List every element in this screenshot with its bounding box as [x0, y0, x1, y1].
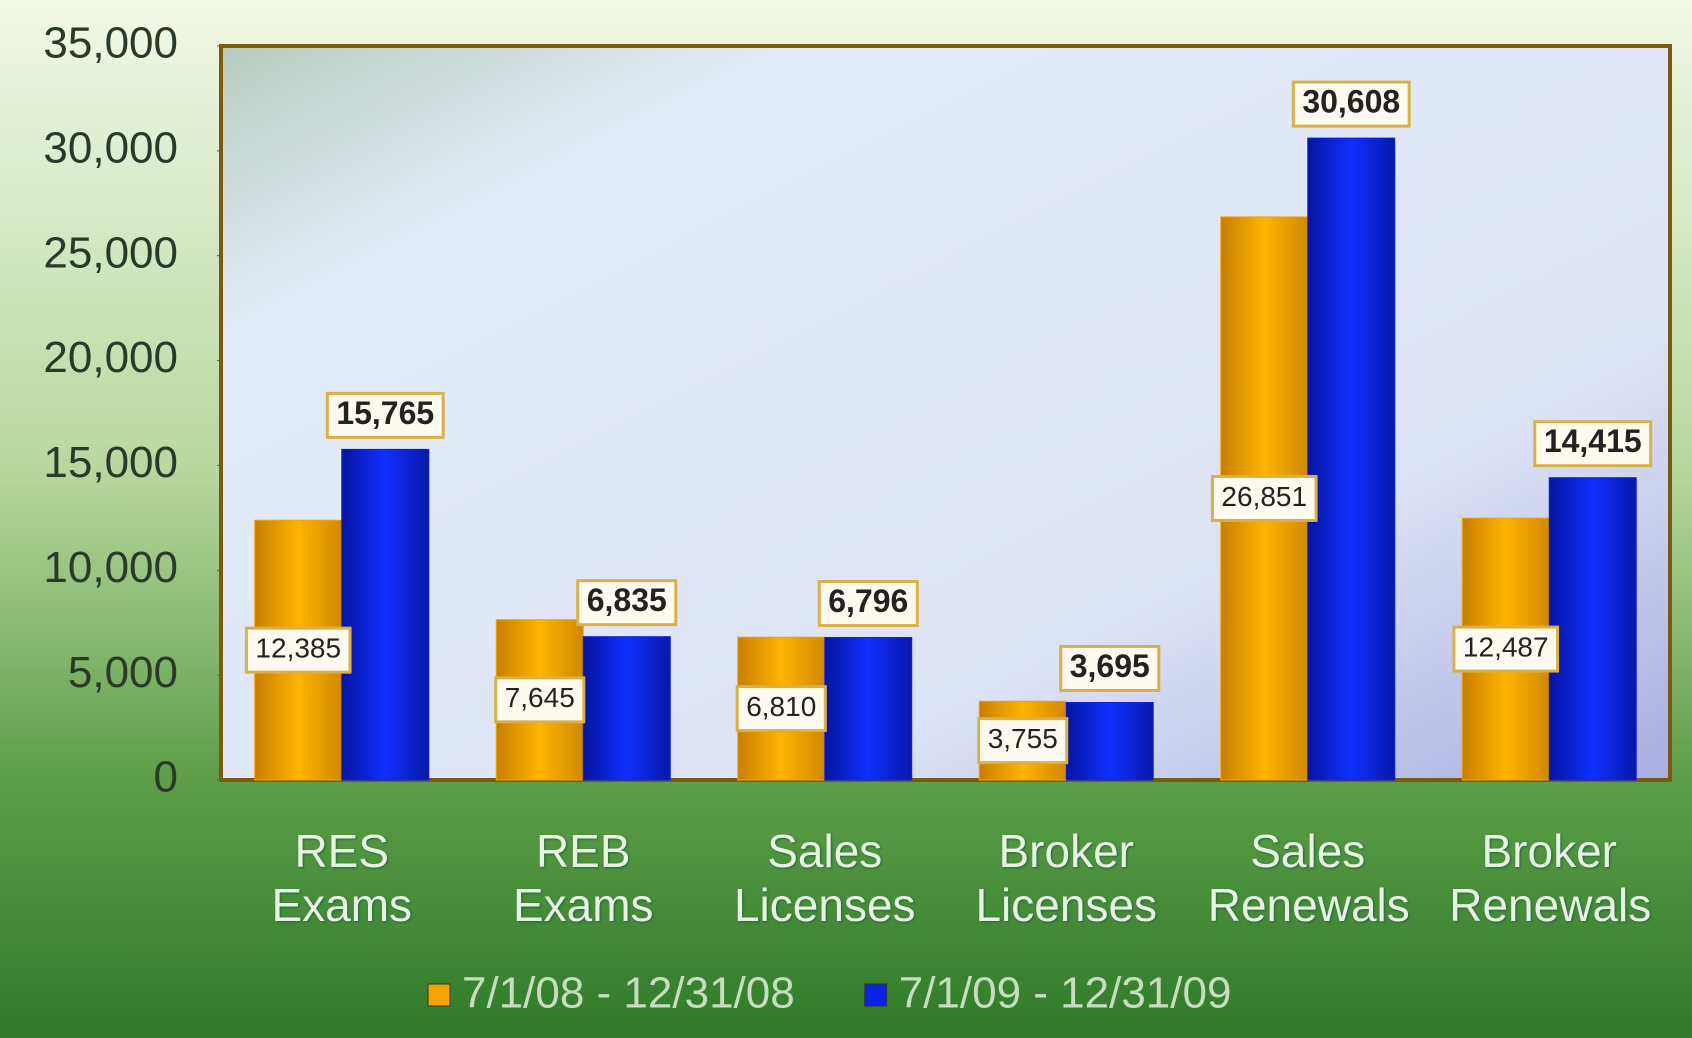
y-tick-label: 20,000 — [43, 333, 178, 382]
bar — [582, 636, 671, 781]
data-label: 3,695 — [1070, 648, 1150, 684]
data-label-box — [1059, 645, 1161, 693]
y-tick-label: 15,000 — [43, 438, 178, 487]
data-label-box — [1533, 420, 1653, 468]
y-tick-label: 35,000 — [43, 19, 178, 68]
legend-label: 7/1/08 - 12/31/08 — [462, 969, 795, 1018]
data-label-box — [325, 391, 445, 439]
data-label: 12,385 — [255, 633, 341, 664]
y-tick-label: 25,000 — [43, 228, 178, 277]
data-label-box — [977, 717, 1069, 765]
x-tick-label: Broker Renewals — [1449, 825, 1652, 931]
data-label: 6,796 — [828, 583, 908, 619]
data-label: 6,810 — [746, 691, 816, 722]
data-label: 7,645 — [505, 682, 575, 713]
data-label: 12,487 — [1463, 631, 1549, 662]
y-tick-label: 5,000 — [68, 648, 178, 697]
x-tick-label: RES Exams — [271, 825, 413, 931]
x-tick-label: Sales Licenses — [733, 825, 916, 931]
legend-swatch — [864, 983, 888, 1007]
data-label-box — [494, 676, 586, 724]
y-tick-label: 0 — [154, 753, 178, 802]
data-label: 3,755 — [988, 723, 1058, 754]
data-label-box — [1452, 625, 1560, 673]
data-label-box — [1210, 474, 1318, 522]
data-label: 15,765 — [336, 395, 434, 431]
y-tick-label: 30,000 — [43, 123, 178, 172]
data-label: 30,608 — [1302, 84, 1400, 120]
bar — [1307, 137, 1396, 781]
data-label-box — [576, 579, 678, 627]
plot-area — [219, 44, 1672, 782]
data-label-box — [817, 579, 919, 627]
legend-label: 7/1/09 - 12/31/09 — [899, 969, 1232, 1018]
data-label: 6,835 — [587, 582, 667, 618]
bar — [1548, 477, 1637, 781]
data-label-box — [735, 685, 827, 733]
data-label-box — [244, 626, 352, 674]
y-tick-label: 10,000 — [43, 543, 178, 592]
data-label: 14,415 — [1544, 423, 1642, 459]
x-tick-label: REB Exams — [512, 825, 654, 931]
bar — [1065, 702, 1154, 781]
data-label: 26,851 — [1221, 481, 1307, 512]
x-tick-label: Broker Licenses — [975, 825, 1158, 931]
x-tick-label: Sales Renewals — [1207, 825, 1410, 931]
bar — [824, 636, 913, 781]
legend-swatch — [427, 983, 451, 1007]
data-label-box — [1291, 80, 1411, 128]
bar — [341, 448, 430, 781]
